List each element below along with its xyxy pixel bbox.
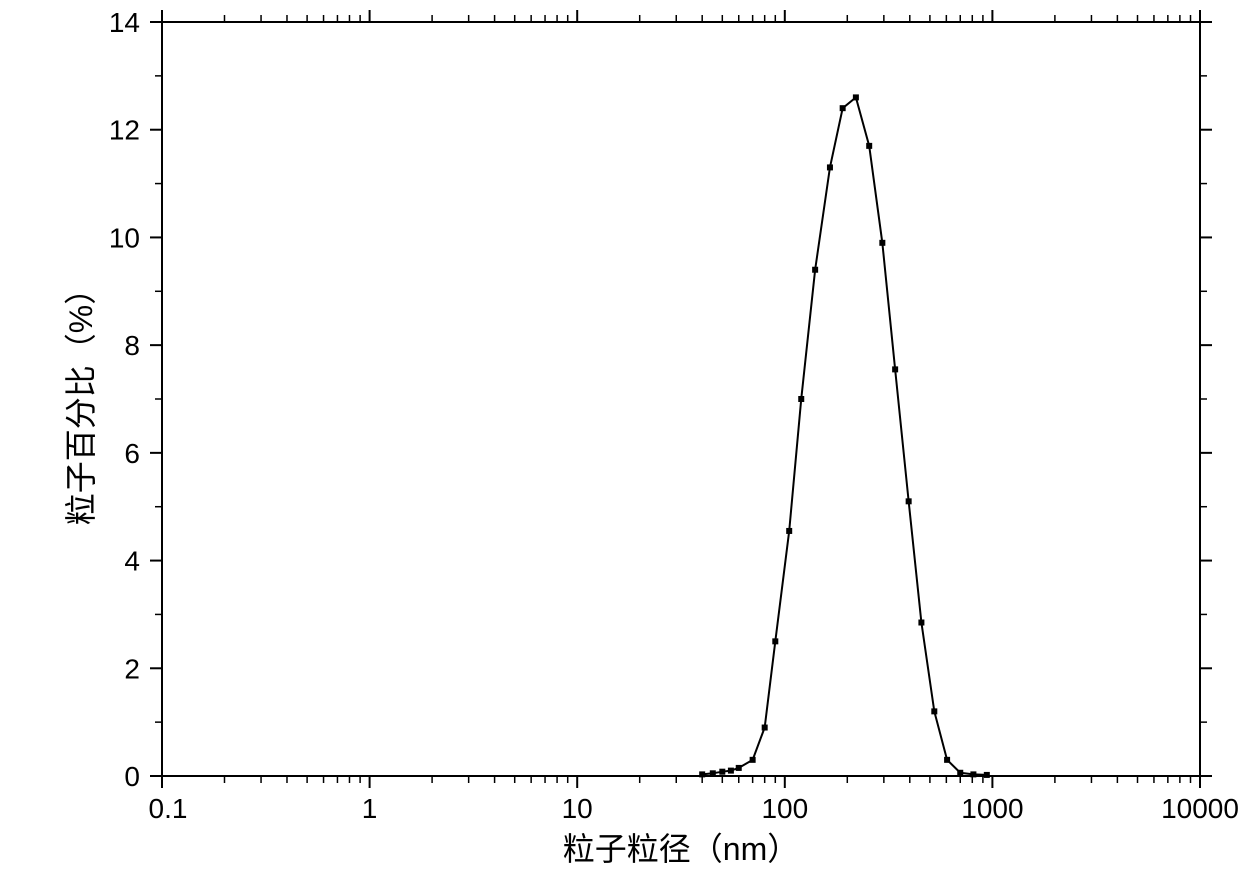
data-marker	[699, 771, 705, 777]
data-marker	[918, 620, 924, 626]
data-marker	[944, 757, 950, 763]
data-marker	[879, 240, 885, 246]
data-marker	[827, 164, 833, 170]
data-marker	[762, 725, 768, 731]
y-tick-label: 8	[124, 330, 140, 361]
data-marker	[812, 267, 818, 273]
data-marker	[736, 765, 742, 771]
x-tick-label: 10000	[1161, 793, 1239, 824]
data-marker	[984, 772, 990, 778]
data-marker	[866, 143, 872, 149]
x-tick-label: 10	[562, 793, 593, 824]
x-tick-label: 1	[362, 793, 378, 824]
x-tick-label: 0.1	[149, 793, 188, 824]
data-marker	[710, 770, 716, 776]
y-tick-label: 6	[124, 438, 140, 469]
data-marker	[840, 105, 846, 111]
chart-container: 0.1 1 10 100 1000 10000 0 2 4 6 8 10 12 14 粒子粒径（nm） 粒子百…	[0, 0, 1240, 876]
x-tick-label: 100	[761, 793, 808, 824]
y-tick-label: 4	[124, 546, 140, 577]
y-axis-title: 粒子百分比（%）	[63, 273, 99, 525]
data-series	[162, 97, 1200, 776]
y-tick-label: 12	[109, 115, 140, 146]
data-marker	[786, 528, 792, 534]
data-marker	[750, 757, 756, 763]
x-axis-title: 粒子粒径（nm）	[563, 831, 799, 867]
y-tick-label: 0	[124, 761, 140, 792]
y-tick-label: 10	[109, 222, 140, 253]
x-tick-label: 1000	[961, 793, 1023, 824]
plot-frame	[162, 22, 1200, 776]
data-marker	[853, 94, 859, 100]
data-marker	[957, 770, 963, 776]
data-marker	[931, 708, 937, 714]
data-marker	[798, 396, 804, 402]
data-marker	[970, 771, 976, 777]
data-marker	[892, 366, 898, 372]
data-marker	[728, 768, 734, 774]
particle-size-chart: 0.1 1 10 100 1000 10000 0 2 4 6 8 10 12 14 粒子粒径（nm） 粒子百…	[0, 0, 1240, 876]
data-marker	[772, 638, 778, 644]
y-tick-label: 2	[124, 653, 140, 684]
y-tick-label: 14	[109, 7, 140, 38]
data-marker	[906, 498, 912, 504]
data-marker	[719, 769, 725, 775]
